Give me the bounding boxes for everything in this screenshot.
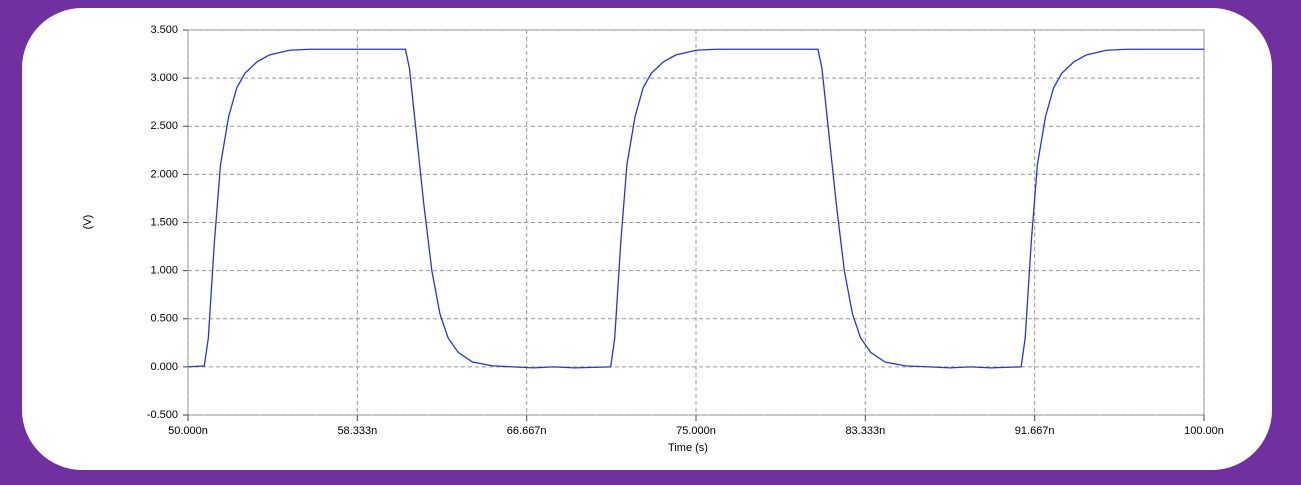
x-axis-label: Time (s) (668, 442, 708, 454)
y-tick-label: -0.500 (147, 409, 178, 421)
y-tick-label: 0.000 (150, 361, 178, 373)
y-axis-label: (V) (82, 215, 94, 230)
y-tick-label: 2.500 (150, 120, 178, 132)
y-tick-label: 2.000 (150, 168, 178, 180)
x-tick-label: 58.333n (337, 425, 377, 437)
x-tick-label: 50.000n (168, 425, 208, 437)
x-tick-label: 66.667n (507, 425, 547, 437)
x-tick-label: 75.000n (676, 425, 716, 437)
x-tick-label: 91.667n (1015, 425, 1055, 437)
y-tick-label: 1.500 (150, 216, 178, 228)
y-tick-label: 3.500 (150, 24, 178, 36)
series-line (187, 48, 1204, 369)
y-tick-label: 0.500 (150, 313, 178, 325)
y-tick-label: 1.000 (150, 265, 178, 277)
x-tick-label: 100.00n (1184, 425, 1224, 437)
x-tick-label: 83.333n (845, 425, 885, 437)
y-tick-label: 3.000 (150, 72, 178, 84)
